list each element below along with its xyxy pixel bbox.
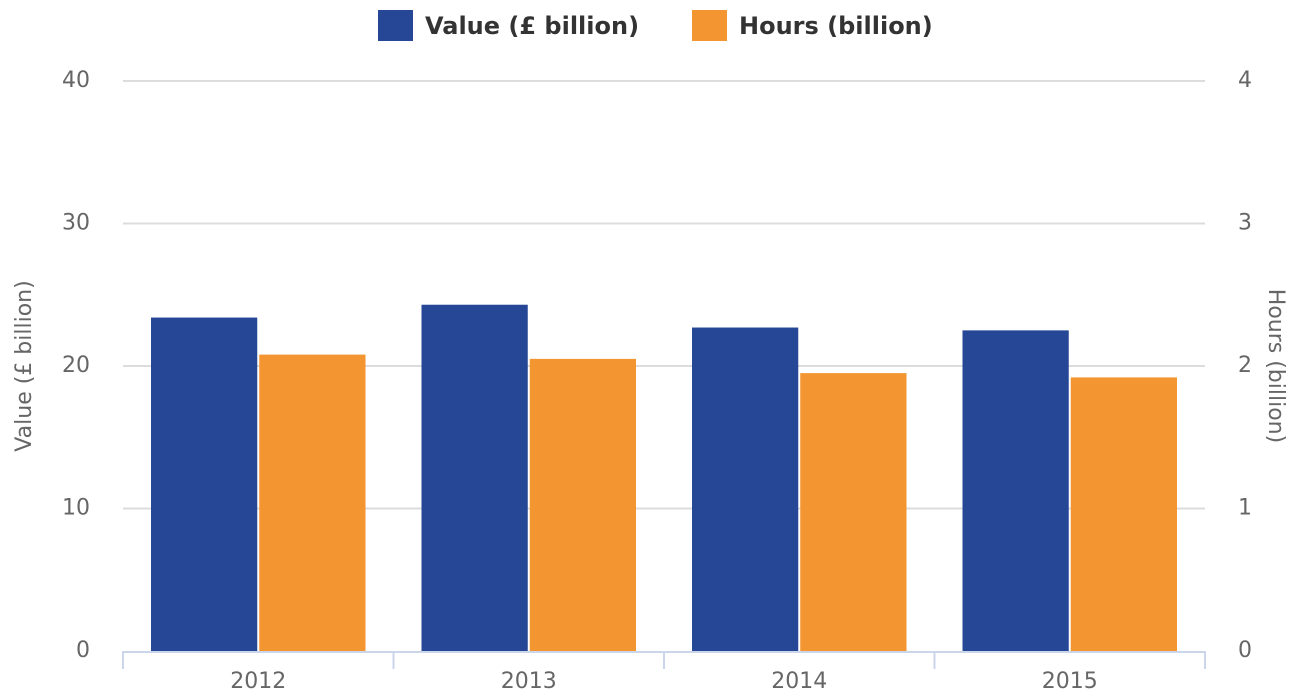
y-axis-title: Value (£ billion) xyxy=(12,280,37,451)
bar xyxy=(800,373,907,651)
y2-tick-label: 1 xyxy=(1238,496,1252,521)
bar xyxy=(151,317,258,651)
y-tick-label: 20 xyxy=(62,353,90,378)
legend-label: Value (£ billion) xyxy=(425,12,639,40)
bar xyxy=(1070,377,1177,651)
y-tick-label: 0 xyxy=(76,638,90,663)
x-tick-label: 2013 xyxy=(501,669,557,693)
y-tick-label: 30 xyxy=(62,211,90,236)
x-tick-label: 2015 xyxy=(1042,669,1098,693)
bar xyxy=(259,354,366,651)
y-tick-label: 10 xyxy=(62,496,90,521)
y2-tick-label: 4 xyxy=(1238,68,1252,93)
y2-tick-label: 3 xyxy=(1238,211,1252,236)
bar xyxy=(529,358,636,651)
bar xyxy=(421,304,528,651)
x-tick-label: 2012 xyxy=(230,669,286,693)
y2-axis-title: Hours (billion) xyxy=(1263,289,1288,443)
legend-label: Hours (billion) xyxy=(739,12,933,40)
y2-tick-label: 2 xyxy=(1238,353,1252,378)
y-tick-label: 40 xyxy=(62,68,90,93)
legend-swatch xyxy=(378,10,413,41)
y2-tick-label: 0 xyxy=(1238,638,1252,663)
bar xyxy=(962,330,1069,651)
bar xyxy=(692,327,799,651)
x-tick-label: 2014 xyxy=(771,669,827,693)
legend-swatch xyxy=(692,10,727,41)
